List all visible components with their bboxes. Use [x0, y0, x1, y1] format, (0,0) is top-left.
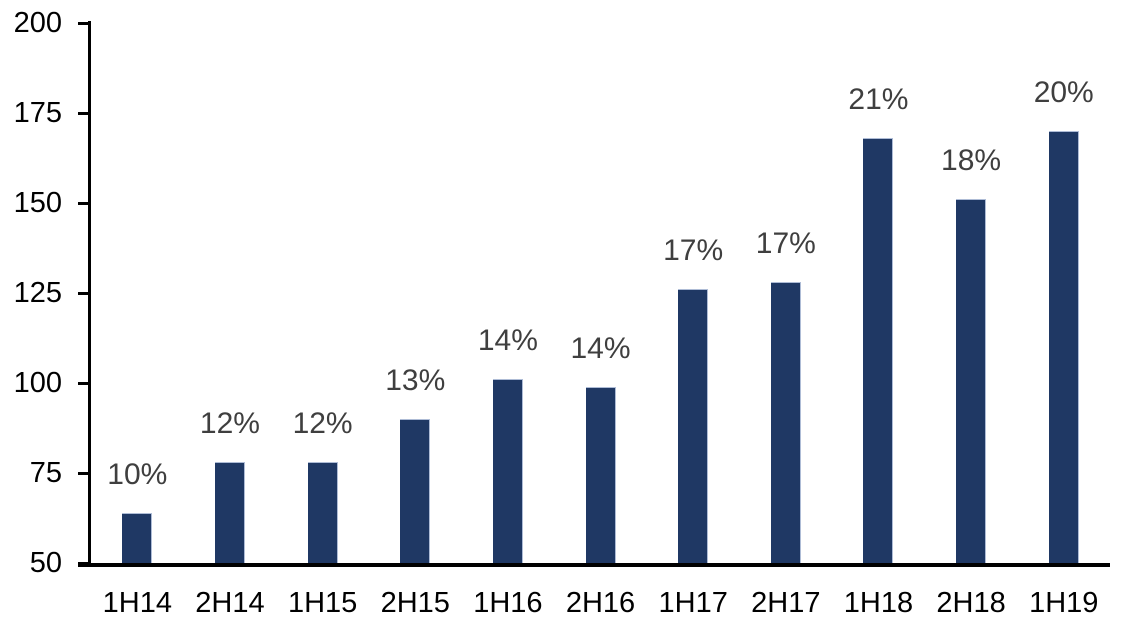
bar-slot-1H16: 14%	[462, 23, 555, 563]
bar-slot-2H15: 13%	[369, 23, 462, 563]
bar-value-label-1H15: 12%	[292, 407, 353, 440]
y-axis-line	[88, 21, 91, 565]
bar-value-label-1H18: 21%	[848, 83, 909, 116]
bar-2H17	[770, 282, 801, 563]
y-tick-label: 50	[29, 547, 62, 579]
y-tick-label: 125	[13, 277, 62, 309]
y-tick-mark	[78, 22, 89, 25]
bar-value-label-2H18: 18%	[941, 144, 1002, 177]
x-axis-labels: 1H14 2H14 1H15 2H15 1H16 2H16 1H17 2H17 1H18 2H18…	[91, 586, 1110, 620]
bar-slot-2H18: 18%	[925, 23, 1018, 563]
x-tick-label-1H18: 1H18	[843, 587, 914, 619]
x-tick-label-2H14: 2H14	[195, 587, 265, 619]
bar-value-label-1H16: 14%	[477, 324, 538, 357]
bar-1H16	[492, 379, 523, 563]
bar-value-label-1H17: 17%	[663, 234, 724, 267]
y-tick-mark	[78, 382, 89, 385]
y-tick-label: 75	[29, 457, 62, 489]
bar-2H16	[585, 387, 616, 563]
y-tick-mark	[78, 202, 89, 205]
x-tick-label-1H19: 1H19	[1029, 587, 1099, 619]
bar-1H18	[863, 138, 894, 563]
x-tick-label-1H15: 1H15	[287, 587, 358, 619]
bar-slot-1H17: 17%	[647, 23, 740, 563]
bar-slot-2H16: 14%	[554, 23, 647, 563]
x-tick-label-2H17: 2H17	[751, 587, 821, 619]
x-tick-label-2H18: 2H18	[936, 587, 1006, 619]
y-tick-mark	[78, 112, 89, 115]
bar-value-label-2H16: 14%	[570, 332, 631, 365]
bar-1H17	[678, 289, 709, 563]
y-tick-label: 150	[13, 187, 62, 219]
y-tick-label: 100	[13, 367, 62, 399]
bar-value-label-1H14: 10%	[107, 458, 168, 491]
bar-value-label-1H19: 20%	[1033, 76, 1094, 109]
bar-1H19	[1048, 131, 1079, 563]
y-tick-mark	[78, 292, 89, 295]
bar-2H14	[214, 462, 245, 563]
x-tick-label-2H15: 2H15	[380, 587, 450, 619]
y-tick-mark	[78, 472, 89, 475]
bar-value-label-2H17: 17%	[755, 227, 816, 260]
bar-value-label-2H14: 12%	[199, 407, 260, 440]
plot-area: 10% 12% 12% 13% 14% 14% 17% 17% 21% 18% 20%	[91, 23, 1110, 563]
y-tick-label: 175	[13, 97, 62, 129]
bar-slot-1H19: 20%	[1017, 23, 1110, 563]
y-tick-mark	[78, 562, 89, 565]
bar-1H14	[122, 513, 153, 563]
x-tick-label-1H14: 1H14	[102, 587, 172, 619]
bar-slot-2H17: 17%	[739, 23, 832, 563]
bar-1H15	[307, 462, 338, 563]
x-tick-label-1H16: 1H16	[473, 587, 543, 619]
x-tick-label-2H16: 2H16	[565, 587, 636, 619]
bar-slot-2H14: 12%	[184, 23, 277, 563]
bar-slot-1H14: 10%	[91, 23, 184, 563]
bar-2H18	[956, 199, 987, 563]
x-tick-label-1H17: 1H17	[658, 587, 728, 619]
bar-2H15	[400, 419, 431, 563]
bar-value-label-2H15: 13%	[385, 364, 446, 397]
x-axis-line	[78, 563, 1110, 567]
y-tick-label: 200	[13, 7, 62, 39]
bar-slot-1H18: 21%	[832, 23, 925, 563]
bar-slot-1H15: 12%	[276, 23, 369, 563]
